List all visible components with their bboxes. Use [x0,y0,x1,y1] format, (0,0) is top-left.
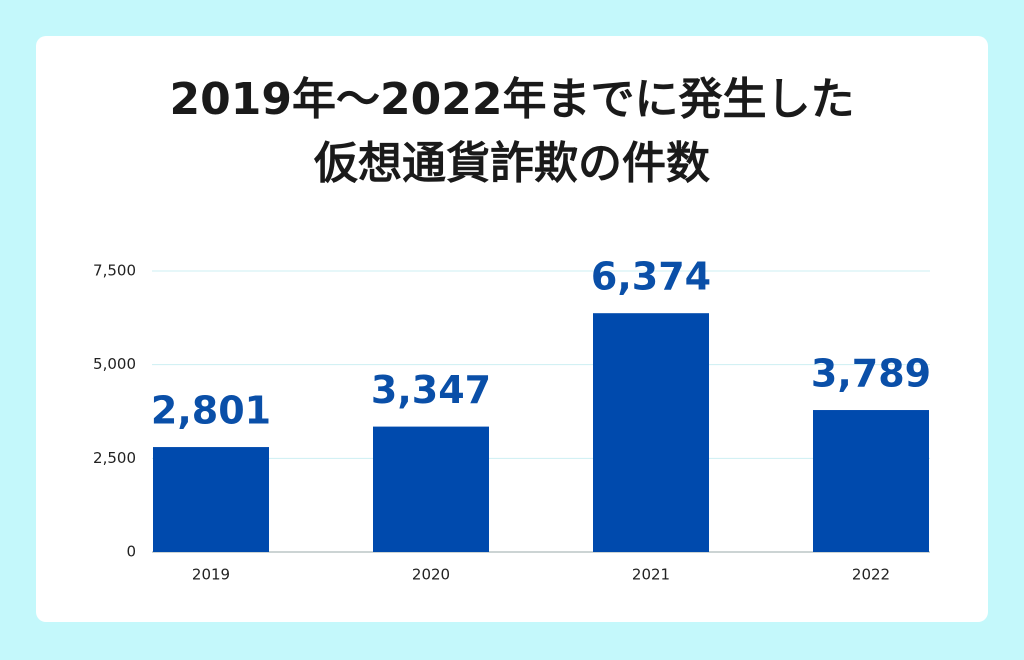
x-tick-label: 2021 [632,566,670,584]
chart-title: 2019年～2022年までに発生した [170,74,855,125]
value-label: 3,347 [371,368,491,412]
bar [153,447,269,552]
y-tick-label: 2,500 [93,449,136,467]
value-label: 6,374 [591,255,711,299]
y-tick-label: 0 [126,543,136,561]
bar [593,313,709,552]
x-tick-label: 2020 [412,566,450,584]
chart-title: 仮想通貨詐欺の件数 [313,138,710,189]
value-label: 3,789 [811,352,931,396]
bar [813,410,929,552]
x-tick-label: 2022 [852,566,890,584]
bar [373,426,489,552]
value-label: 2,801 [151,389,271,433]
x-tick-label: 2019 [192,566,230,584]
card [36,36,988,622]
y-tick-label: 7,500 [93,262,136,280]
y-tick-label: 5,000 [93,355,136,373]
